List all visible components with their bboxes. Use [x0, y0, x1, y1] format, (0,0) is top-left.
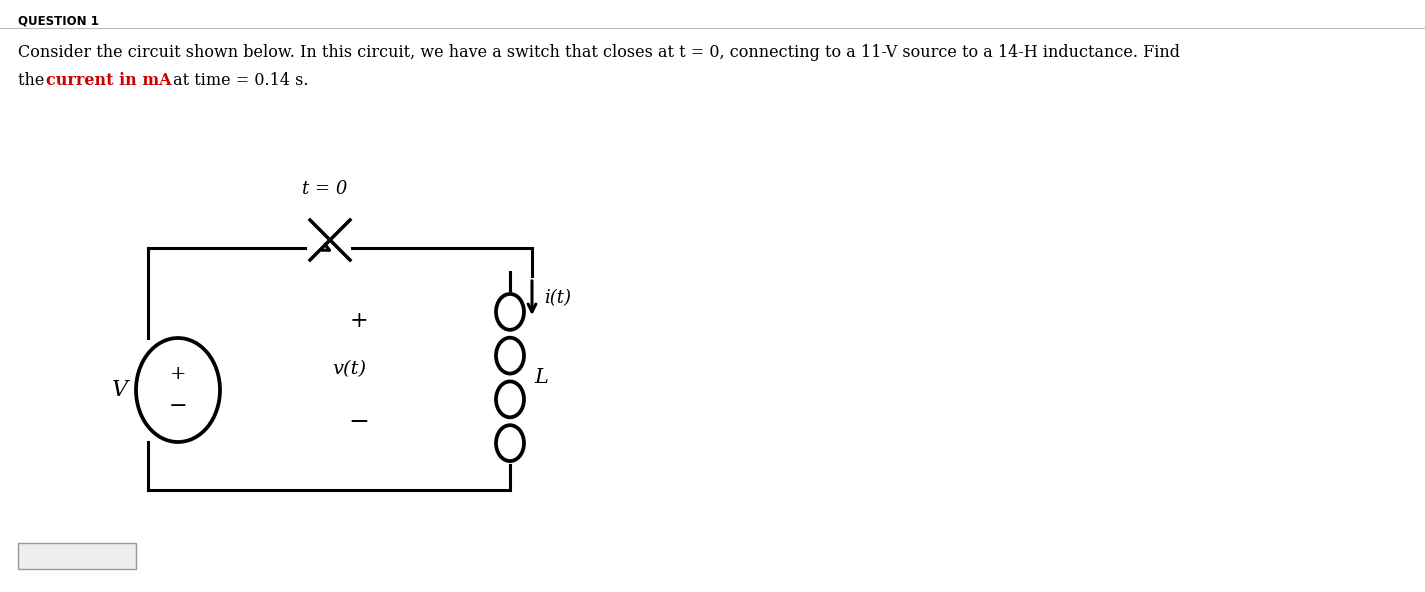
- Text: t = 0: t = 0: [302, 180, 348, 198]
- Text: −: −: [349, 411, 369, 434]
- Text: current in mA: current in mA: [46, 72, 171, 89]
- Text: −: −: [168, 395, 187, 417]
- Bar: [19, 543, 135, 569]
- Text: V: V: [113, 379, 128, 401]
- Text: the: the: [19, 72, 50, 89]
- Text: i(t): i(t): [544, 289, 571, 307]
- Text: +: +: [349, 310, 368, 332]
- Text: Consider the circuit shown below. In this circuit, we have a switch that closes : Consider the circuit shown below. In thi…: [19, 44, 1180, 61]
- Text: QUESTION 1: QUESTION 1: [19, 14, 98, 27]
- Text: v(t): v(t): [332, 360, 366, 378]
- Text: L: L: [534, 368, 547, 387]
- Text: +: +: [170, 365, 187, 383]
- Text: at time = 0.14 s.: at time = 0.14 s.: [168, 72, 308, 89]
